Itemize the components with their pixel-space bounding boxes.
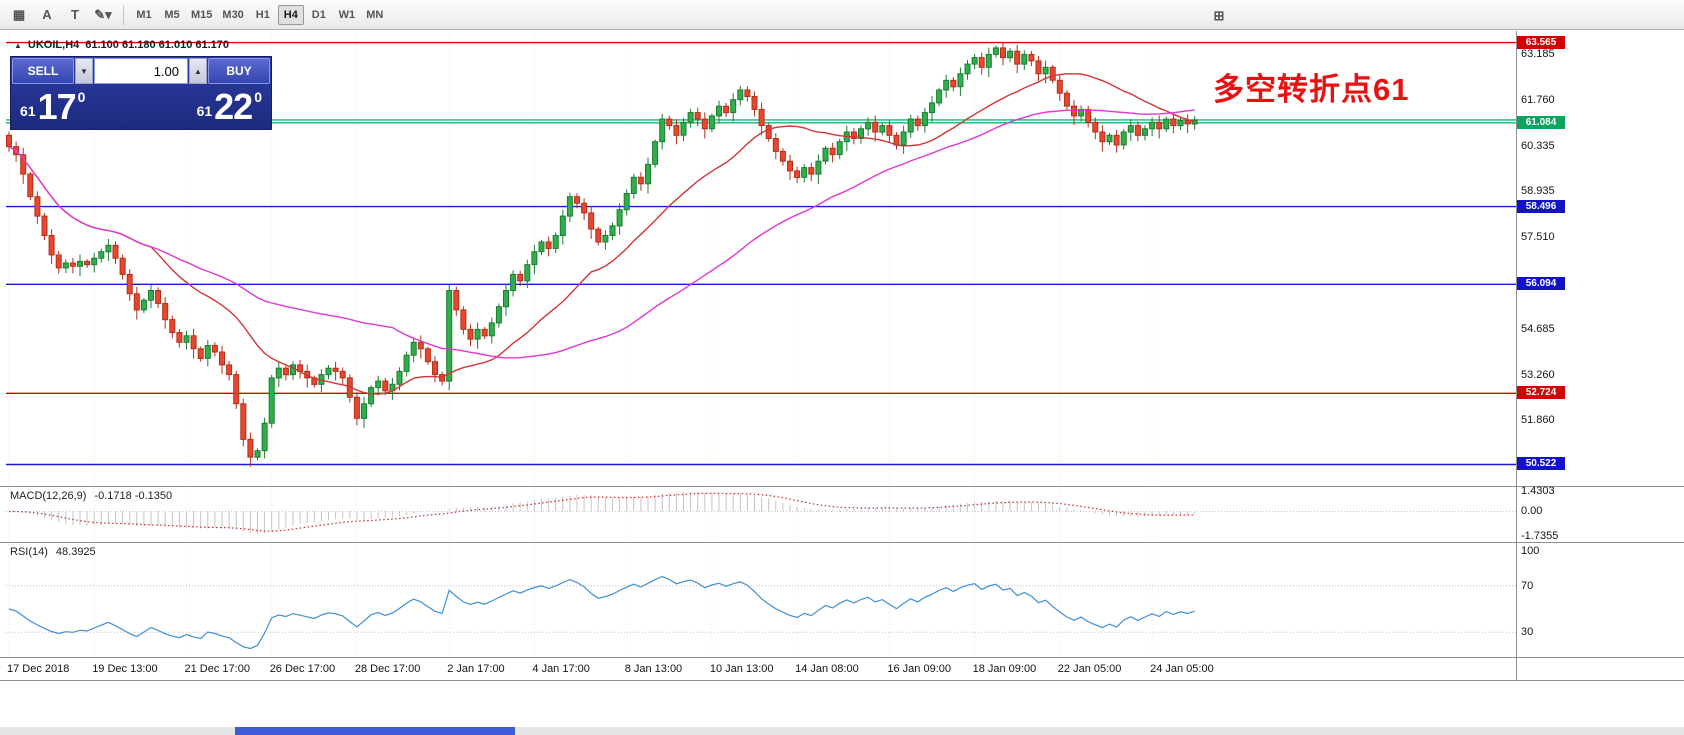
bottom-strip-highlight (235, 727, 515, 735)
timeframe-mn[interactable]: MN (366, 8, 384, 21)
symbol-name: UKOIL,H4 (27, 39, 80, 51)
price-axis-label: 54.685 (1521, 322, 1555, 335)
bottom-strip (0, 727, 1684, 735)
trade-panel-prices: 61 17 0 61 22 0 (12, 84, 270, 128)
timeframe-m30[interactable]: M30 (222, 8, 244, 21)
price-tag: 63.565 (1517, 35, 1565, 49)
price-axis-border (1516, 31, 1517, 681)
buy-price-point: 0 (254, 89, 262, 105)
macd-name: MACD(12,26,9) (10, 490, 87, 502)
time-axis-label: 28 Dec 17:00 (354, 663, 421, 675)
ohlc-values: 61.100 61.180 61.010 61.170 (85, 39, 230, 51)
chart-grid-icon[interactable]: ▦ (12, 6, 26, 22)
price-axis-label: 60.335 (1521, 140, 1555, 153)
trend-up-icon: ▲ (14, 40, 22, 50)
volume-input[interactable] (94, 58, 188, 84)
timeframe-w1[interactable]: W1 (338, 8, 356, 21)
timeframe-m5[interactable]: M5 (164, 8, 180, 21)
time-axis-label: 10 Jan 13:00 (709, 663, 774, 675)
time-axis-label: 21 Dec 17:00 (184, 663, 250, 675)
toolbar: ▦ A T ✎▾ M1 M5 M15 M30 H1 H4 D1 W1 MN ⊞ (0, 0, 1684, 30)
toolbar-separator (123, 4, 124, 25)
text-label-icon[interactable]: A (42, 7, 52, 22)
rsi-scale-label: 100 (1521, 545, 1540, 557)
buy-price-pips: 22 (214, 86, 253, 127)
volume-decrease-button[interactable]: ▼ (75, 58, 93, 84)
time-axis-label: 14 Jan 08:00 (795, 663, 859, 675)
panel-separator[interactable] (0, 542, 1684, 543)
price-axis-label: 61.760 (1521, 93, 1555, 106)
trade-panel-controls: SELL ▼ ▲ BUY (12, 58, 270, 84)
time-axis-label: 8 Jan 13:00 (624, 663, 683, 675)
price-axis-label: 57.510 (1521, 231, 1555, 244)
price-axis-label: 58.935 (1521, 185, 1555, 198)
timeframe-toolbar: M1 M5 M15 M30 H1 H4 D1 W1 MN (130, 4, 389, 25)
timeframe-m15[interactable]: M15 (191, 8, 213, 21)
new-window-icon[interactable]: ⊞ (1213, 8, 1225, 23)
one-click-trade-panel: SELL ▼ ▲ BUY 61 17 0 61 22 0 (10, 56, 272, 130)
timeframe-m1[interactable]: M1 (136, 8, 152, 21)
time-axis-label: 2 Jan 17:00 (447, 663, 505, 675)
draw-tools-icon[interactable]: ✎▾ (94, 6, 112, 22)
panel-separator[interactable] (0, 486, 1684, 487)
price-tag: 56.094 (1517, 277, 1565, 291)
macd-scale-label: -1.7355 (1521, 530, 1559, 543)
chart-text-annotation[interactable]: 多空转折点61 (1213, 72, 1410, 107)
symbol-header: ▲ UKOIL,H4 61.100 61.180 61.010 61.170 (14, 39, 229, 51)
price-axis-label: 63.185 (1521, 47, 1555, 60)
sell-price-pips: 17 (37, 86, 77, 127)
macd-scale-label: 0.00 (1521, 505, 1543, 518)
rsi-label-row: RSI(14) 48.3925 (10, 546, 96, 558)
rsi-value: 48.3925 (55, 546, 96, 558)
price-axis-label: 53.260 (1521, 368, 1555, 381)
buy-price-int: 61 (196, 103, 213, 119)
rsi-scale-label: 30 (1521, 626, 1534, 639)
time-axis-label: 26 Dec 17:00 (269, 663, 336, 675)
time-axis-label: 19 Dec 13:00 (92, 663, 158, 675)
text-box-icon[interactable]: T (71, 7, 79, 22)
buy-price[interactable]: 61 22 0 (196, 86, 262, 127)
time-axis-label: 4 Jan 17:00 (532, 663, 590, 675)
price-tag: 61.084 (1517, 115, 1565, 129)
sell-price-point: 0 (77, 89, 86, 105)
time-axis-label: 17 Dec 2018 (7, 663, 70, 675)
time-axis-label: 18 Jan 09:00 (972, 663, 1037, 675)
timeframe-h4[interactable]: H4 (277, 4, 304, 25)
drawing-tools-group: ▦ A T ✎▾ (5, 3, 117, 27)
sell-price-int: 61 (20, 103, 36, 119)
macd-scale-label: 1.4303 (1521, 484, 1555, 497)
time-axis-label: 24 Jan 05:00 (1150, 663, 1214, 675)
timeframe-d1[interactable]: D1 (311, 8, 326, 21)
volume-increase-button[interactable]: ▲ (189, 58, 207, 84)
sell-price[interactable]: 61 17 0 (20, 86, 86, 127)
rsi-name: RSI(14) (10, 546, 48, 558)
price-tag: 58.496 (1517, 199, 1565, 213)
macd-label-row: MACD(12,26,9) -0.1718 -0.1350 (10, 490, 172, 502)
price-tag: 52.724 (1517, 386, 1565, 400)
timeframe-h1[interactable]: H1 (255, 8, 270, 21)
sell-button[interactable]: SELL (12, 58, 74, 84)
time-axis-label: 16 Jan 09:00 (887, 663, 952, 675)
time-axis-label: 22 Jan 05:00 (1057, 663, 1122, 675)
panel-separator (0, 680, 1684, 681)
panel-separator (0, 657, 1684, 658)
macd-values: -0.1718 -0.1350 (94, 490, 173, 502)
price-axis-label: 51.860 (1521, 414, 1555, 427)
price-tag: 50.522 (1517, 457, 1565, 471)
rsi-scale-label: 70 (1521, 579, 1534, 592)
buy-button[interactable]: BUY (208, 58, 270, 84)
